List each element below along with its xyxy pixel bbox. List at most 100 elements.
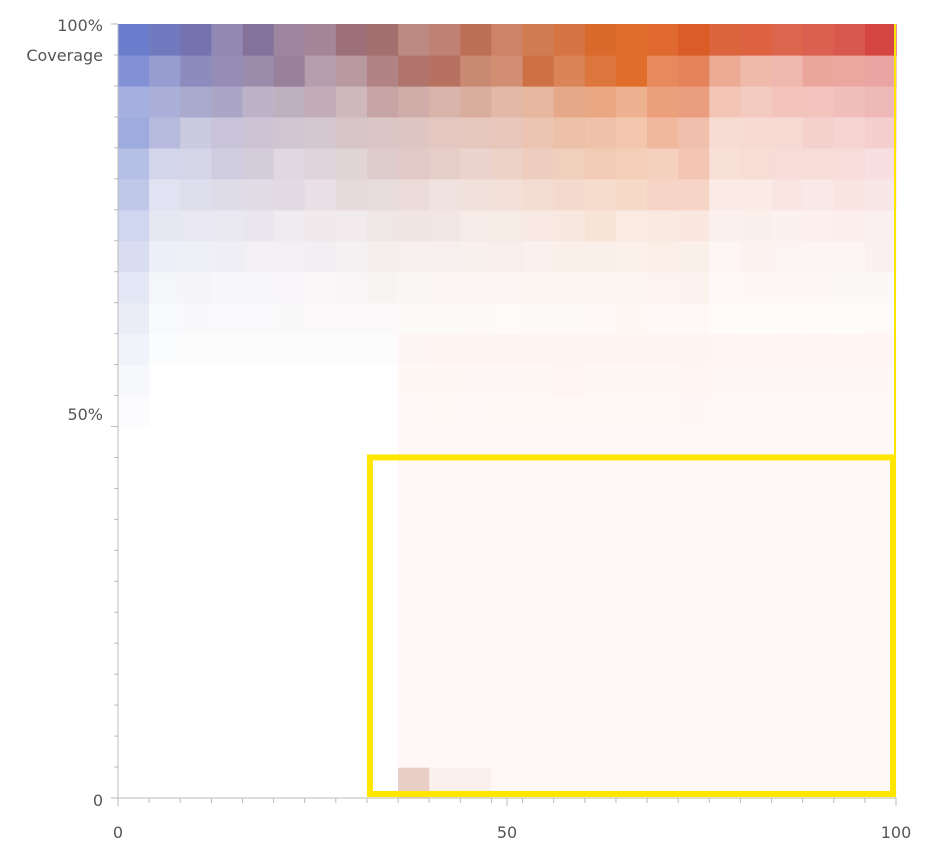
heatmap-cell (149, 364, 181, 397)
heatmap-cell (553, 333, 586, 366)
heatmap-cell (615, 488, 648, 520)
heatmap-cell (522, 519, 555, 551)
heatmap-cell (709, 426, 741, 459)
heatmap-cell (429, 705, 461, 737)
heatmap-cell (149, 147, 181, 180)
heatmap-cell (304, 333, 337, 366)
heatmap-cell (429, 209, 461, 242)
heatmap-cell (304, 209, 337, 242)
heatmap-cell (367, 426, 399, 459)
heatmap-cell (584, 395, 617, 428)
heatmap-cell (398, 271, 430, 304)
heatmap-cell (647, 426, 679, 459)
heatmap-cell (149, 612, 181, 644)
heatmap-cell (242, 55, 275, 87)
heatmap-cell (242, 581, 275, 613)
heatmap-cell (304, 240, 337, 273)
heatmap-cell (802, 333, 835, 366)
heatmap-cell (398, 302, 430, 335)
highlight-region[interactable] (366, 454, 896, 797)
heatmap-cell (304, 736, 337, 768)
heatmap-cell (335, 240, 368, 273)
heatmap-cell (771, 364, 804, 397)
heatmap-cell (429, 519, 461, 551)
heatmap-cell (429, 85, 461, 118)
heatmap-cell (584, 55, 617, 87)
heatmap-cell (149, 705, 181, 737)
heatmap-cell (429, 24, 461, 56)
heatmap-cell (771, 612, 804, 644)
heatmap-cell (740, 674, 773, 706)
heatmap-cell (740, 581, 773, 613)
heatmap-cell (522, 147, 555, 180)
heatmap-cell (398, 147, 430, 180)
heatmap-cell (584, 271, 617, 304)
heatmap-cell (180, 674, 212, 706)
heatmap-cell (678, 674, 710, 706)
heatmap-cell (584, 457, 617, 489)
heatmap-cell (335, 767, 368, 799)
heatmap-cell (491, 457, 524, 489)
heatmap-cell (460, 395, 492, 428)
heatmap-cell (615, 55, 648, 87)
heatmap-cell (118, 643, 150, 675)
heatmap-cell (460, 426, 492, 459)
heatmap-cell (491, 612, 524, 644)
heatmap-cell (709, 85, 741, 118)
heatmap-cell (802, 209, 835, 242)
heatmap-cell (242, 736, 275, 768)
heatmap-cell (647, 364, 679, 397)
heatmap-cell (740, 209, 773, 242)
heatmap-cell (522, 612, 555, 644)
heatmap-cell (615, 674, 648, 706)
heatmap-cell (771, 519, 804, 551)
heatmap-cell (335, 612, 368, 644)
heatmap-cell (584, 240, 617, 273)
heatmap-cell (460, 705, 492, 737)
heatmap-cell (335, 643, 368, 675)
heatmap-cell (367, 55, 399, 87)
heatmap-cell (522, 85, 555, 118)
heatmap-cell (771, 705, 804, 737)
heatmap-cell (149, 24, 181, 56)
heatmap-cell (771, 178, 804, 211)
heatmap-cell (429, 612, 461, 644)
heatmap-cell (584, 24, 617, 56)
heatmap-cell (398, 24, 430, 56)
heatmap-cell (118, 395, 150, 428)
heatmap-cell (335, 209, 368, 242)
heatmap-cell (335, 457, 368, 489)
heatmap-cell (553, 147, 586, 180)
heatmap-cell (678, 178, 710, 211)
heatmap-cell (460, 240, 492, 273)
heatmap-cell (740, 24, 773, 56)
heatmap-cell (522, 705, 555, 737)
heatmap-cell (678, 55, 710, 87)
heatmap-cell (273, 488, 306, 520)
heatmap-cell (242, 364, 275, 397)
heatmap-cell (522, 736, 555, 768)
heatmap-cell (211, 240, 244, 273)
heatmap-cell (304, 612, 337, 644)
heatmap-cell (273, 302, 306, 335)
heatmap-cell (242, 643, 275, 675)
heatmap-cell (771, 147, 804, 180)
heatmap-cell (709, 612, 741, 644)
heatmap-cell (522, 24, 555, 56)
heatmap-cell (398, 55, 430, 87)
heatmap-cell (273, 395, 306, 428)
heatmap-cell (118, 457, 150, 489)
heatmap-cell (709, 55, 741, 87)
heatmap-cell (709, 457, 741, 489)
heatmap-cell (304, 581, 337, 613)
heatmap-cell (615, 364, 648, 397)
heatmap-cell (647, 302, 679, 335)
heatmap-cell (647, 550, 679, 582)
heatmap-cell (802, 24, 835, 56)
heatmap-cell (304, 767, 337, 799)
heatmap-cell (864, 24, 897, 56)
heatmap-cell (304, 395, 337, 428)
heatmap-cell (833, 426, 866, 459)
heatmap-cell (304, 364, 337, 397)
